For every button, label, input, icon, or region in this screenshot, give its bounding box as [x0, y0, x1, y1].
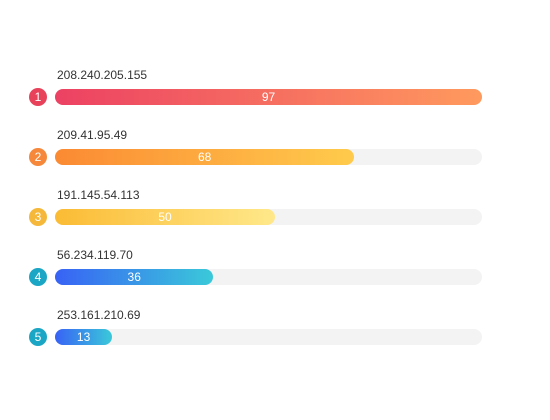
rank-badge: 3 [29, 208, 47, 226]
rank-badge: 4 [29, 268, 47, 286]
bar-row: 5 253.161.210.69 13 [0, 307, 550, 347]
category-label: 253.161.210.69 [57, 308, 141, 322]
bar-track: 13 [55, 329, 482, 345]
category-label: 191.145.54.113 [57, 188, 140, 202]
bar [55, 209, 276, 225]
data-label: 13 [76, 330, 91, 344]
category-label: 56.234.119.70 [57, 248, 133, 262]
rank-badge: 5 [29, 328, 47, 346]
bar-row: 1 208.240.205.155 97 [0, 67, 550, 107]
bar-track: 36 [55, 269, 482, 285]
bar [55, 269, 214, 285]
bar-row: 3 191.145.54.113 50 [0, 187, 550, 227]
bar [55, 329, 113, 345]
rank-badge: 2 [29, 148, 47, 166]
bar-row: 2 209.41.95.49 68 [0, 127, 550, 167]
bar [55, 149, 355, 165]
bar-track: 50 [55, 209, 482, 225]
rank-badge: 1 [29, 88, 47, 106]
data-label: 68 [197, 150, 212, 164]
bar-track: 97 [55, 89, 482, 105]
data-label: 50 [158, 210, 172, 224]
category-label: 209.41.95.49 [57, 128, 128, 142]
bar-track: 68 [55, 149, 482, 165]
category-label: 208.240.205.155 [57, 68, 148, 82]
bar-row: 4 56.234.119.70 36 [0, 247, 550, 287]
bar [55, 89, 482, 105]
data-label: 36 [127, 270, 141, 284]
data-label: 97 [261, 90, 276, 104]
